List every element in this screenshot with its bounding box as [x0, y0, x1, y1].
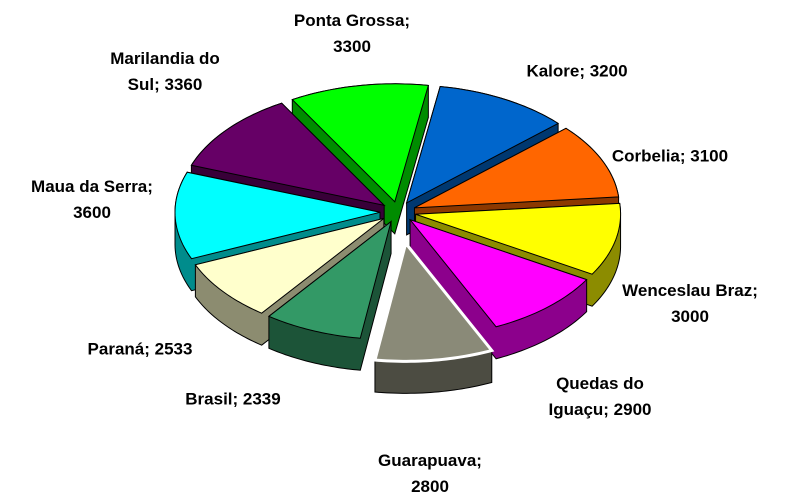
slice	[414, 127, 620, 209]
data-label: Paraná; 2533	[88, 339, 193, 358]
data-label-line: Ponta Grossa;	[294, 11, 410, 30]
data-label-line: 3600	[73, 203, 111, 222]
data-label-line: 3300	[333, 37, 371, 56]
data-label: Guarapuava; 2800	[378, 451, 482, 496]
slice	[190, 102, 386, 207]
data-label-line: Guarapuava;	[378, 451, 482, 470]
data-label-line: Maua da Serra;	[31, 177, 153, 196]
slice	[408, 218, 588, 328]
slice	[174, 171, 381, 260]
slice	[194, 217, 385, 314]
slice	[373, 240, 495, 363]
data-label: Ponta Grossa; 3300	[294, 11, 410, 56]
data-label: Corbelia; 3100	[612, 146, 728, 165]
data-label: Maua da Serra; 3600	[31, 177, 153, 222]
data-label-line: Wenceslau Braz;	[622, 281, 758, 300]
slice	[405, 85, 560, 204]
slice	[415, 202, 622, 275]
data-label: Quedas do Iguaçu; 2900	[549, 374, 652, 419]
data-label: Marilandia do Sul; 3360	[110, 49, 220, 94]
data-label-line: 3000	[671, 307, 709, 326]
data-label: Kalore; 3200	[526, 61, 627, 80]
slice	[291, 83, 430, 203]
data-label: Brasil; 2339	[185, 389, 280, 408]
data-label-line: Sul; 3360	[128, 75, 203, 94]
slice	[267, 220, 392, 339]
data-label-line: Marilandia do	[110, 49, 220, 68]
data-label-line: Quedas do	[556, 374, 644, 393]
data-label-line: 2800	[411, 477, 449, 496]
data-label-line: Iguaçu; 2900	[549, 400, 652, 419]
data-label: Wenceslau Braz; 3000	[622, 281, 758, 326]
